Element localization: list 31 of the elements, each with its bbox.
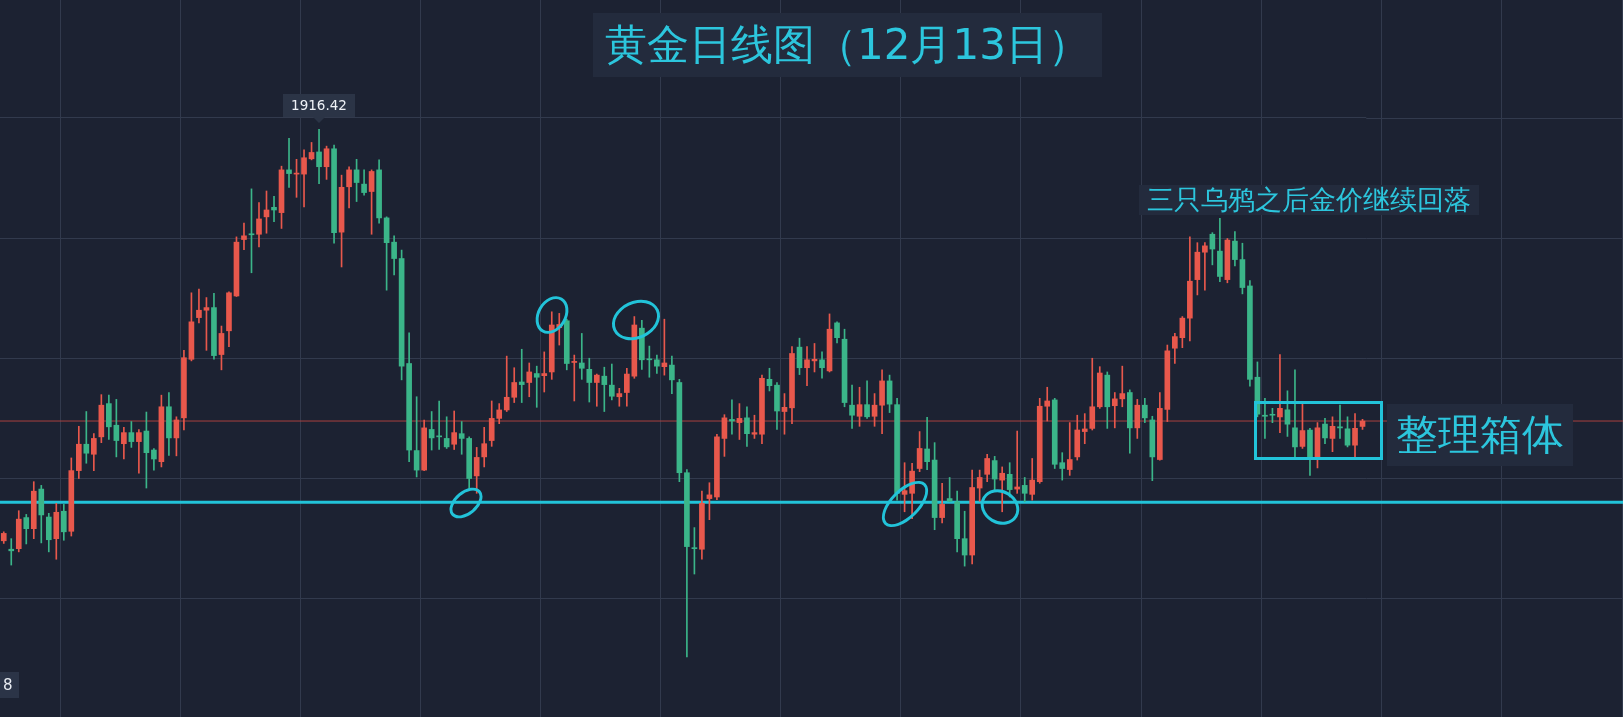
candlestick <box>8 538 15 566</box>
candlestick <box>924 417 930 470</box>
chart-title: 黄金日线图（12月13日） <box>593 13 1102 77</box>
candlestick <box>1111 392 1118 429</box>
candlestick <box>729 399 735 435</box>
candlestick <box>1066 422 1073 476</box>
candlestick <box>804 346 810 386</box>
candlestick <box>241 222 247 250</box>
candlestick <box>593 373 600 407</box>
candlestick <box>578 333 585 380</box>
candlestick <box>286 137 292 188</box>
candlestick <box>1262 398 1268 439</box>
candlestick <box>601 366 608 412</box>
candlestick <box>849 384 855 429</box>
candlestick <box>136 429 142 474</box>
candlestick <box>1202 242 1208 291</box>
candlestick <box>518 348 525 403</box>
text: 整理箱体 <box>1387 404 1573 466</box>
candlestick <box>271 195 277 222</box>
candlestick <box>1119 365 1126 408</box>
candlestick <box>1337 404 1343 439</box>
candlestick <box>541 351 548 393</box>
candlestick <box>1081 413 1088 445</box>
candlestick <box>616 387 623 407</box>
candlestick <box>571 354 578 402</box>
candlestick <box>1277 354 1283 433</box>
candlestick <box>533 365 540 408</box>
annotation: 三只乌鸦之后金价继续回落 <box>1139 184 1479 215</box>
candlestick <box>196 288 202 324</box>
text: 8 <box>0 672 19 698</box>
annotation: 1916.42 <box>283 94 355 118</box>
